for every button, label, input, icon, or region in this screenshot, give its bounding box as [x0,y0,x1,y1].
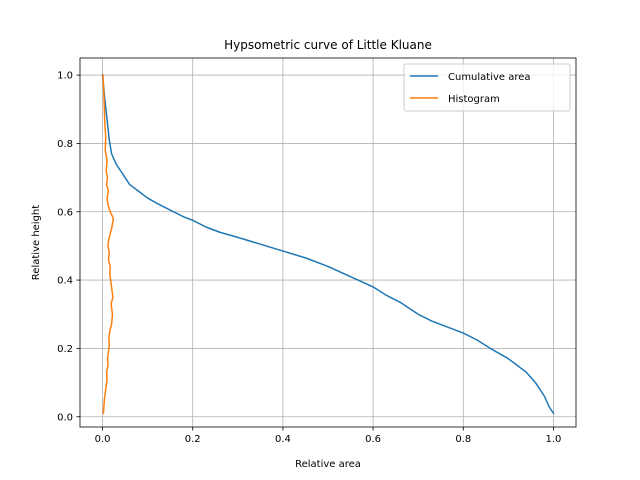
series-layer [101,74,555,415]
y-tick-label: 1.0 [57,71,73,82]
x-axis-label: Relative area [295,459,361,470]
y-tick-label: 0.0 [57,412,73,423]
legend-label-cumulative-area: Cumulative area [448,72,531,83]
y-tick-label: 0.6 [57,207,73,218]
x-tick-label: 0.6 [365,434,381,445]
legend-box [403,63,571,112]
y-tick-label: 0.4 [57,276,73,287]
x-tick-label: 1.0 [546,434,562,445]
chart-title: Hypsometric curve of Little Kluane [224,38,432,52]
plot-area-frame [79,57,577,428]
grid [80,58,576,427]
legend: Cumulative area Histogram [403,63,571,112]
legend-label-histogram: Histogram [448,94,500,105]
x-tick-label: 0.4 [275,434,291,445]
y-tick-label: 0.2 [57,344,73,355]
x-tick-label: 0.2 [185,434,201,445]
y-tick-label: 0.8 [57,139,73,150]
series-line-histogram [102,74,115,415]
y-axis-label: Relative height [31,205,42,280]
x-tick-label: 0.8 [455,434,471,445]
series-line-cumulative-area [101,74,555,415]
axis-ticks: 0.0 0.2 0.4 0.6 0.8 1.0 0.0 0.2 0.4 0.6 0.8 1.0 [57,71,561,445]
x-tick-label: 0.0 [95,434,111,445]
